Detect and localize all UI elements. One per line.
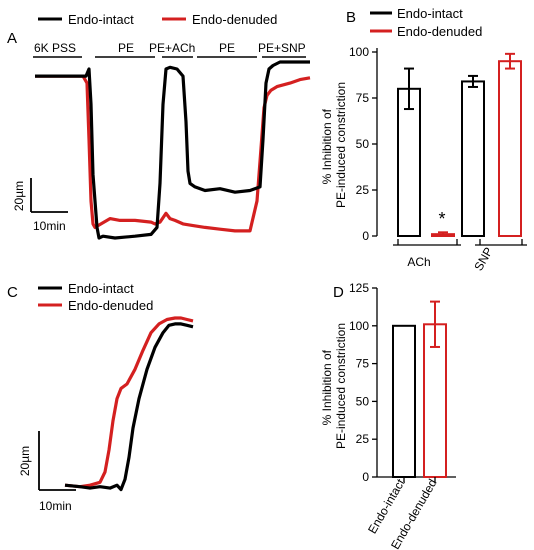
panel-a-protocol: 6K PSS PE PE+ACh PE PE+SNP <box>33 41 306 58</box>
y-tick-label: 75 <box>356 91 370 105</box>
panel-c-scale-bar: 20µm 10min <box>18 431 76 513</box>
protocol-label-pe-2: PE <box>219 41 235 55</box>
panel-label-d: D <box>333 284 344 301</box>
panel-a-traces <box>35 60 311 240</box>
protocol-label-6k-pss: 6K PSS <box>34 41 76 55</box>
legend-label-denuded: Endo-denuded <box>68 298 153 313</box>
scale-bar-horizontal-label: 10min <box>39 499 72 513</box>
y-tick-label: 0 <box>362 229 369 243</box>
category-label-snp: SNP <box>471 245 495 273</box>
bar-snp-intact <box>461 80 485 237</box>
panel-d-ylabel: % Inhibition of PE-induced constriction <box>320 323 348 449</box>
significance-star: * <box>438 209 445 229</box>
panel-b-plot: % Inhibition of PE-induced constriction … <box>320 45 527 273</box>
ylabel-line-2: PE-induced constriction <box>334 82 348 208</box>
y-tick-label: 100 <box>349 319 369 333</box>
panel-label-c: C <box>7 284 18 301</box>
y-tick-label: 25 <box>356 183 370 197</box>
panel-c-legend: Endo-intact Endo-denuded <box>38 281 153 313</box>
bar-snp-denuded <box>498 60 522 238</box>
panel-a-legend: Endo-intact Endo-denuded <box>38 12 277 27</box>
trace-endo-denuded <box>35 74 311 233</box>
y-tick-label: 25 <box>356 432 370 446</box>
y-tick-label: 0 <box>362 470 369 484</box>
panel-a-scale-bar: 20µm 10min <box>12 178 68 233</box>
legend-label-intact: Endo-intact <box>397 6 463 21</box>
ylabel-line-1: % Inhibition of <box>320 108 334 184</box>
panel-label-a: A <box>7 30 17 47</box>
bar-endo-intact <box>392 324 416 478</box>
protocol-label-pe-1: PE <box>118 41 134 55</box>
legend-label-intact: Endo-intact <box>68 12 134 27</box>
legend-label-denuded: Endo-denuded <box>192 12 277 27</box>
y-tick-label: 100 <box>349 45 369 59</box>
scale-bar-vertical-label: 20µm <box>12 181 26 211</box>
y-tick-label: 50 <box>356 394 370 408</box>
trace-endo-denuded <box>64 316 194 489</box>
panel-b-ylabel: % Inhibition of PE-induced constriction <box>320 82 348 208</box>
protocol-label-pe-ach: PE+ACh <box>149 41 195 55</box>
scale-bar-horizontal-label: 10min <box>33 219 66 233</box>
y-tick-label: 50 <box>356 137 370 151</box>
legend-label-intact: Endo-intact <box>68 281 134 296</box>
panel-d-plot: % Inhibition of PE-induced constriction … <box>320 281 456 550</box>
scale-bar-vertical-label: 20µm <box>18 446 32 476</box>
panel-label-b: B <box>346 9 356 26</box>
ylabel-line-1: % Inhibition of <box>320 349 334 425</box>
ylabel-line-2: PE-induced constriction <box>334 323 348 449</box>
protocol-label-pe-snp: PE+SNP <box>258 41 306 55</box>
category-label-ach: ACh <box>407 255 430 269</box>
panel-c-traces <box>64 316 194 492</box>
y-tick-label: 75 <box>356 357 370 371</box>
panel-b-legend: Endo-intact Endo-denuded <box>370 6 482 39</box>
legend-label-denuded: Endo-denuded <box>397 24 482 39</box>
y-tick-label: 125 <box>349 281 369 295</box>
trace-endo-intact <box>35 60 310 240</box>
trace-endo-intact <box>64 322 194 492</box>
bar-ach-intact <box>397 87 421 237</box>
